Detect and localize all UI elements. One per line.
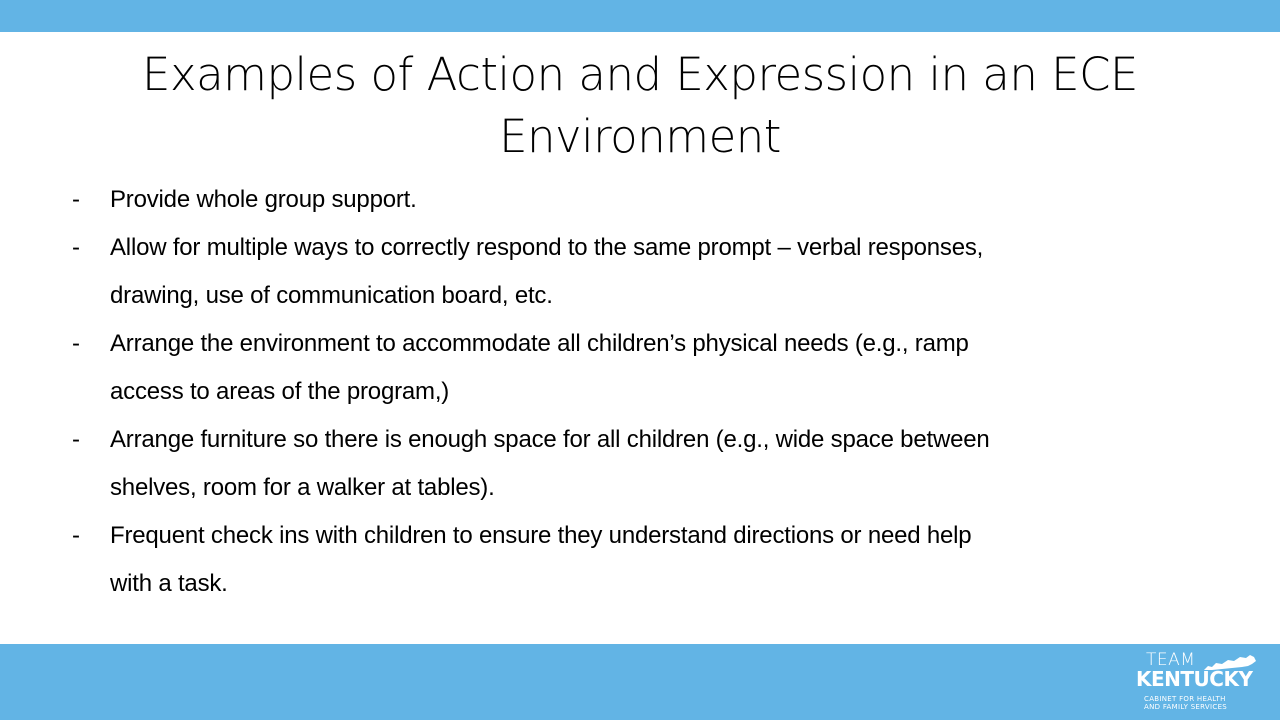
bullet-5-line-2: with a task. [110, 570, 228, 597]
top-accent-bar [0, 0, 1280, 32]
bullet-2-line-1: Allow for multiple ways to correctly res… [110, 234, 984, 261]
title-line-2: Environment [499, 110, 781, 163]
bullet-item-5: - Frequent check ins with children to en… [72, 512, 1182, 608]
bullet-3-line-2: access to areas of the program,) [110, 378, 450, 405]
bullet-4-line-1: Arrange furniture so there is enough spa… [110, 426, 990, 453]
bullet-marker: - [72, 522, 80, 549]
bullet-item-2: - Allow for multiple ways to correctly r… [72, 224, 1182, 320]
bullet-marker: - [72, 186, 80, 213]
bullet-4-line-2: shelves, room for a walker at tables). [110, 474, 495, 501]
bullet-marker: - [72, 426, 80, 453]
logo-cabinet-line-2: AND FAMILY SERVICES [1144, 703, 1228, 711]
bullet-marker: - [72, 330, 80, 357]
bullet-3-line-1: Arrange the environment to accommodate a… [110, 330, 969, 357]
slide-title: Examples of Action and Expression in an … [60, 44, 1220, 168]
title-line-1: Examples of Action and Expression in an … [142, 48, 1138, 101]
bullet-item-4: - Arrange furniture so there is enough s… [72, 416, 1182, 512]
bottom-accent-bar [0, 644, 1280, 720]
logo-cabinet-line-1: CABINET FOR HEALTH [1144, 695, 1226, 703]
bullet-5-line-1: Frequent check ins with children to ensu… [110, 522, 972, 549]
bullet-1-line-1: Provide whole group support. [110, 186, 417, 213]
bullet-list: - Provide whole group support. - Allow f… [72, 176, 1182, 608]
logo-kentucky-text: KENTUCKY [1136, 667, 1253, 691]
bullet-2-line-2: drawing, use of communication board, etc… [110, 282, 553, 309]
logo-cabinet-text: CABINET FOR HEALTH AND FAMILY SERVICES [1144, 695, 1227, 711]
bullet-marker: - [72, 234, 80, 261]
logo-team-text: TEAM [1146, 650, 1196, 670]
bullet-item-1: - Provide whole group support. [72, 176, 1182, 224]
team-kentucky-logo: TEAM KENTUCKY CABINET FOR HEALTH AND FAM… [1130, 650, 1270, 716]
kentucky-state-outline-icon [1204, 655, 1256, 670]
bullet-item-3: - Arrange the environment to accommodate… [72, 320, 1182, 416]
